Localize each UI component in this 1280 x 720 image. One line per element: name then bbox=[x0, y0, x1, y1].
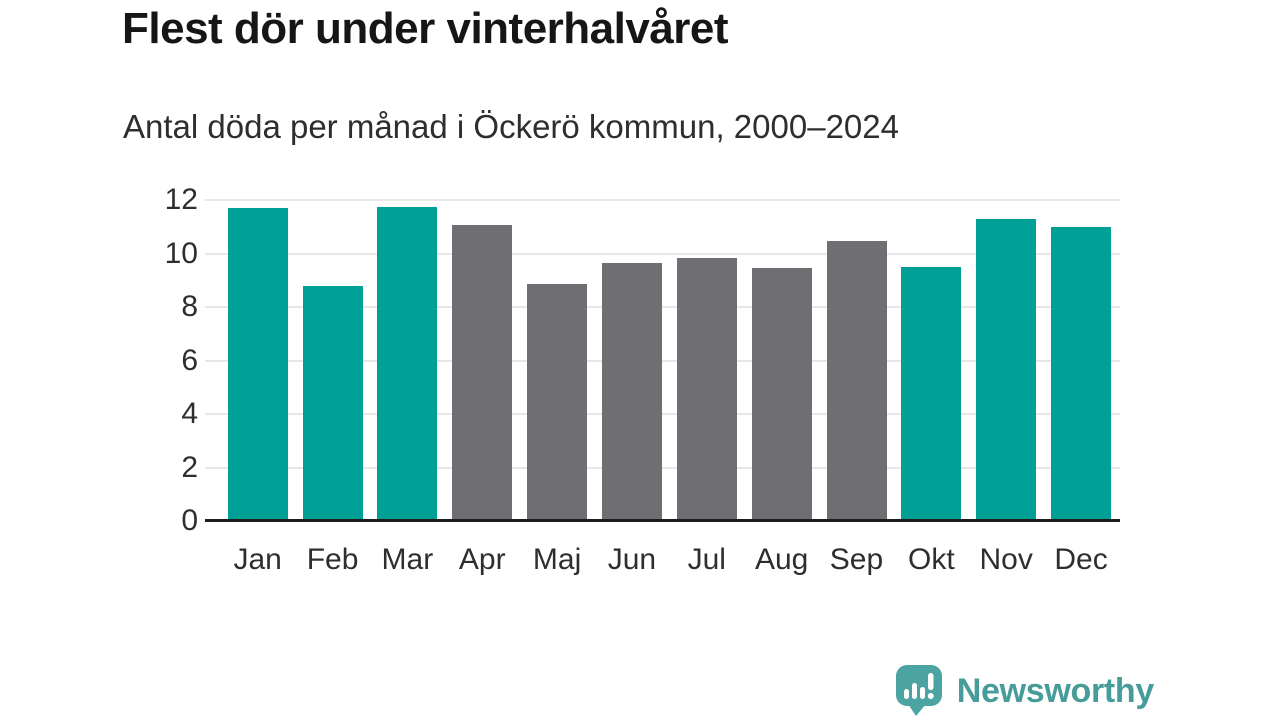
gridline bbox=[205, 252, 1120, 255]
bar-jul bbox=[676, 257, 737, 521]
newsworthy-logo-icon bbox=[895, 665, 942, 716]
bar-dec bbox=[1051, 226, 1112, 521]
x-tick-label: Jun bbox=[607, 543, 657, 576]
bar-feb bbox=[302, 285, 363, 521]
gridline bbox=[205, 466, 1120, 469]
y-tick-label: 10 bbox=[164, 236, 198, 270]
bar-nov bbox=[976, 218, 1037, 521]
bar-okt bbox=[901, 266, 962, 521]
brand-name: Newsworthy bbox=[956, 671, 1155, 710]
x-tick-label: Apr bbox=[458, 543, 506, 576]
y-tick-label: 12 bbox=[164, 183, 198, 216]
x-tick-label: Jan bbox=[233, 543, 282, 576]
gridline bbox=[205, 413, 1120, 415]
x-tick-label: Nov bbox=[979, 543, 1033, 576]
y-axis-labels: 0 2 4 6 8 10 12 bbox=[0, 185, 198, 536]
x-tick-label: Aug bbox=[754, 543, 809, 576]
x-tick-label: Okt bbox=[908, 543, 955, 576]
gridline bbox=[205, 306, 1120, 308]
x-tick-label: Jul bbox=[687, 543, 726, 576]
page-title: Flest dör under vinterhalvåret bbox=[122, 4, 729, 53]
x-tick-label: Sep bbox=[829, 543, 884, 576]
bar-maj bbox=[527, 284, 588, 521]
bar-aug bbox=[751, 268, 812, 521]
plot-area bbox=[205, 199, 1120, 522]
y-tick-label: 0 bbox=[181, 504, 198, 537]
bar-chart: 0 2 4 6 8 10 12 Jan Feb Mar Apr Maj Jun Jul Aug Sep Okt… bbox=[0, 185, 1120, 582]
y-tick-label: 4 bbox=[181, 397, 198, 430]
gridline bbox=[205, 199, 1120, 201]
y-tick-label: 8 bbox=[181, 290, 198, 323]
bar-mar bbox=[377, 206, 438, 521]
gridline bbox=[205, 359, 1120, 362]
bar-apr bbox=[452, 225, 513, 521]
footer-logo: Newsworthy bbox=[895, 663, 1154, 719]
bar-jan bbox=[227, 208, 288, 521]
chart-subtitle: Antal döda per månad i Öckerö kommun, 20… bbox=[123, 108, 899, 145]
x-tick-label: Feb bbox=[306, 543, 359, 576]
x-axis-line bbox=[205, 519, 1120, 522]
x-tick-label: Mar bbox=[381, 543, 434, 576]
x-tick-label: Maj bbox=[532, 543, 582, 576]
bar-jun bbox=[601, 262, 662, 521]
x-tick-label: Dec bbox=[1054, 543, 1108, 576]
bar-sep bbox=[826, 241, 887, 521]
y-tick-label: 6 bbox=[181, 343, 198, 377]
x-axis-labels: Jan Feb Mar Apr Maj Jun Jul Aug Sep Okt Nov Dec bbox=[205, 540, 1120, 582]
y-tick-label: 2 bbox=[181, 450, 198, 484]
